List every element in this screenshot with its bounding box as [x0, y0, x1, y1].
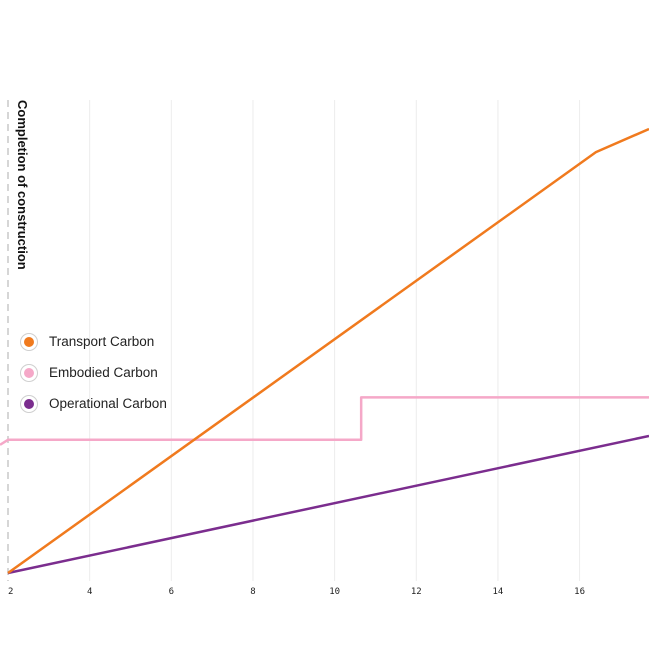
series-line-operational-carbon	[7, 434, 649, 575]
x-tick-label: 12	[411, 587, 422, 597]
series-line-embodied-carbon	[0, 396, 649, 446]
operational-carbon-dot-icon	[24, 398, 34, 409]
legend-label: Embodied Carbon	[49, 365, 158, 380]
legend-label: Operational Carbon	[49, 396, 167, 411]
x-tick-label: 2	[8, 587, 13, 597]
construction-marker: Completion of construction	[7, 100, 30, 581]
legend-item-transport-carbon[interactable]: Transport Carbon	[20, 326, 167, 357]
x-tick-label: 10	[329, 587, 340, 597]
embodied-carbon-dot-icon	[24, 367, 34, 378]
series	[0, 127, 649, 575]
legend: Transport Carbon Embodied Carbon Operati…	[20, 326, 167, 419]
x-tick-label: 4	[87, 587, 92, 597]
x-axis-ticks: 2 4 6 8 10 12 14 16	[8, 587, 585, 597]
construction-marker-label: Completion of construction	[15, 100, 30, 270]
legend-swatch	[20, 394, 38, 413]
transport-carbon-dot-icon	[24, 336, 34, 347]
x-tick-label: 6	[169, 587, 174, 597]
series-line-transport-carbon	[7, 127, 649, 575]
legend-swatch	[20, 363, 38, 382]
x-tick-label: 16	[574, 587, 585, 597]
x-tick-label: 14	[493, 587, 504, 597]
legend-label: Transport Carbon	[49, 334, 155, 349]
x-tick-label: 8	[250, 587, 255, 597]
legend-item-embodied-carbon[interactable]: Embodied Carbon	[20, 357, 167, 388]
grid	[89, 100, 581, 581]
legend-item-operational-carbon[interactable]: Operational Carbon	[20, 388, 167, 419]
legend-swatch	[20, 332, 38, 351]
